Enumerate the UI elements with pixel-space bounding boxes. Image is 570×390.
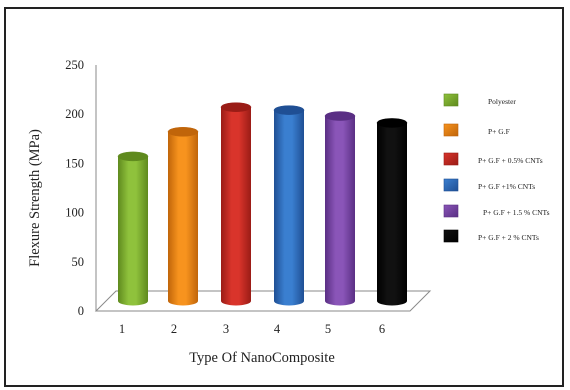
legend-label: P+ G.F + 0.5% CNTs	[478, 156, 543, 165]
y-tick-label: 150	[65, 156, 84, 170]
legend-item: P+ G.F +1% CNTs	[443, 178, 535, 192]
bar-top	[220, 102, 252, 112]
bar-top	[376, 118, 408, 128]
bar-top	[117, 151, 149, 162]
bar-body	[168, 131, 198, 306]
y-tick-label: 250	[65, 58, 84, 72]
bar-body	[325, 116, 355, 306]
bar-top	[273, 105, 305, 115]
legend-swatch	[443, 123, 459, 137]
bar-top	[324, 111, 356, 121]
legend-label: Polyester	[488, 97, 516, 106]
legend-item: P+ G.F + 1.5 % CNTs	[443, 204, 550, 218]
bar-1	[117, 151, 149, 306]
legend-swatch	[443, 229, 459, 243]
bar-3	[220, 102, 252, 306]
bar-body	[118, 156, 148, 306]
bar-4	[273, 105, 305, 306]
bar-body	[221, 107, 251, 306]
y-ticks: 0 50 100 150 200 250	[65, 58, 84, 318]
bar-body	[377, 122, 407, 306]
legend-label: P+ G.F + 2 % CNTs	[478, 233, 539, 242]
x-tick-label: 2	[171, 322, 177, 336]
x-tick-label: 6	[379, 322, 385, 336]
x-tick-label: 3	[223, 322, 229, 336]
bar-body	[274, 110, 304, 306]
legend-label: P+ G.F	[488, 127, 510, 136]
bar-5	[324, 111, 356, 306]
bar-2	[167, 127, 199, 306]
legend-label: P+ G.F +1% CNTs	[478, 182, 535, 191]
y-tick-label: 50	[72, 255, 85, 269]
legend-label: P+ G.F + 1.5 % CNTs	[483, 208, 550, 217]
legend-swatch	[443, 204, 459, 218]
y-tick-label: 0	[78, 304, 84, 318]
legend-item: Polyester	[443, 93, 516, 107]
x-tick-label: 5	[325, 322, 331, 336]
legend: Polyester P+ G.F P+ G.F + 0.5% CNTs P+ G.F …	[443, 93, 550, 243]
x-tick-label: 4	[274, 322, 281, 336]
legend-item: P+ G.F	[443, 123, 510, 137]
bars	[117, 102, 408, 306]
legend-item: P+ G.F + 0.5% CNTs	[443, 152, 543, 166]
legend-swatch	[443, 178, 459, 192]
bar-top	[167, 127, 199, 137]
bar-6	[376, 118, 408, 306]
y-tick-label: 100	[65, 206, 84, 220]
x-ticks: 1 2 3 4 5 6	[119, 322, 385, 336]
legend-swatch	[443, 152, 459, 166]
x-tick-label: 1	[119, 322, 125, 336]
y-tick-label: 200	[65, 107, 84, 121]
legend-swatch	[443, 93, 459, 107]
x-axis-label: Type Of NanoComposite	[189, 350, 335, 366]
y-axis-label: Flexure Strength (MPa)	[27, 129, 43, 267]
legend-item: P+ G.F + 2 % CNTs	[443, 229, 539, 243]
